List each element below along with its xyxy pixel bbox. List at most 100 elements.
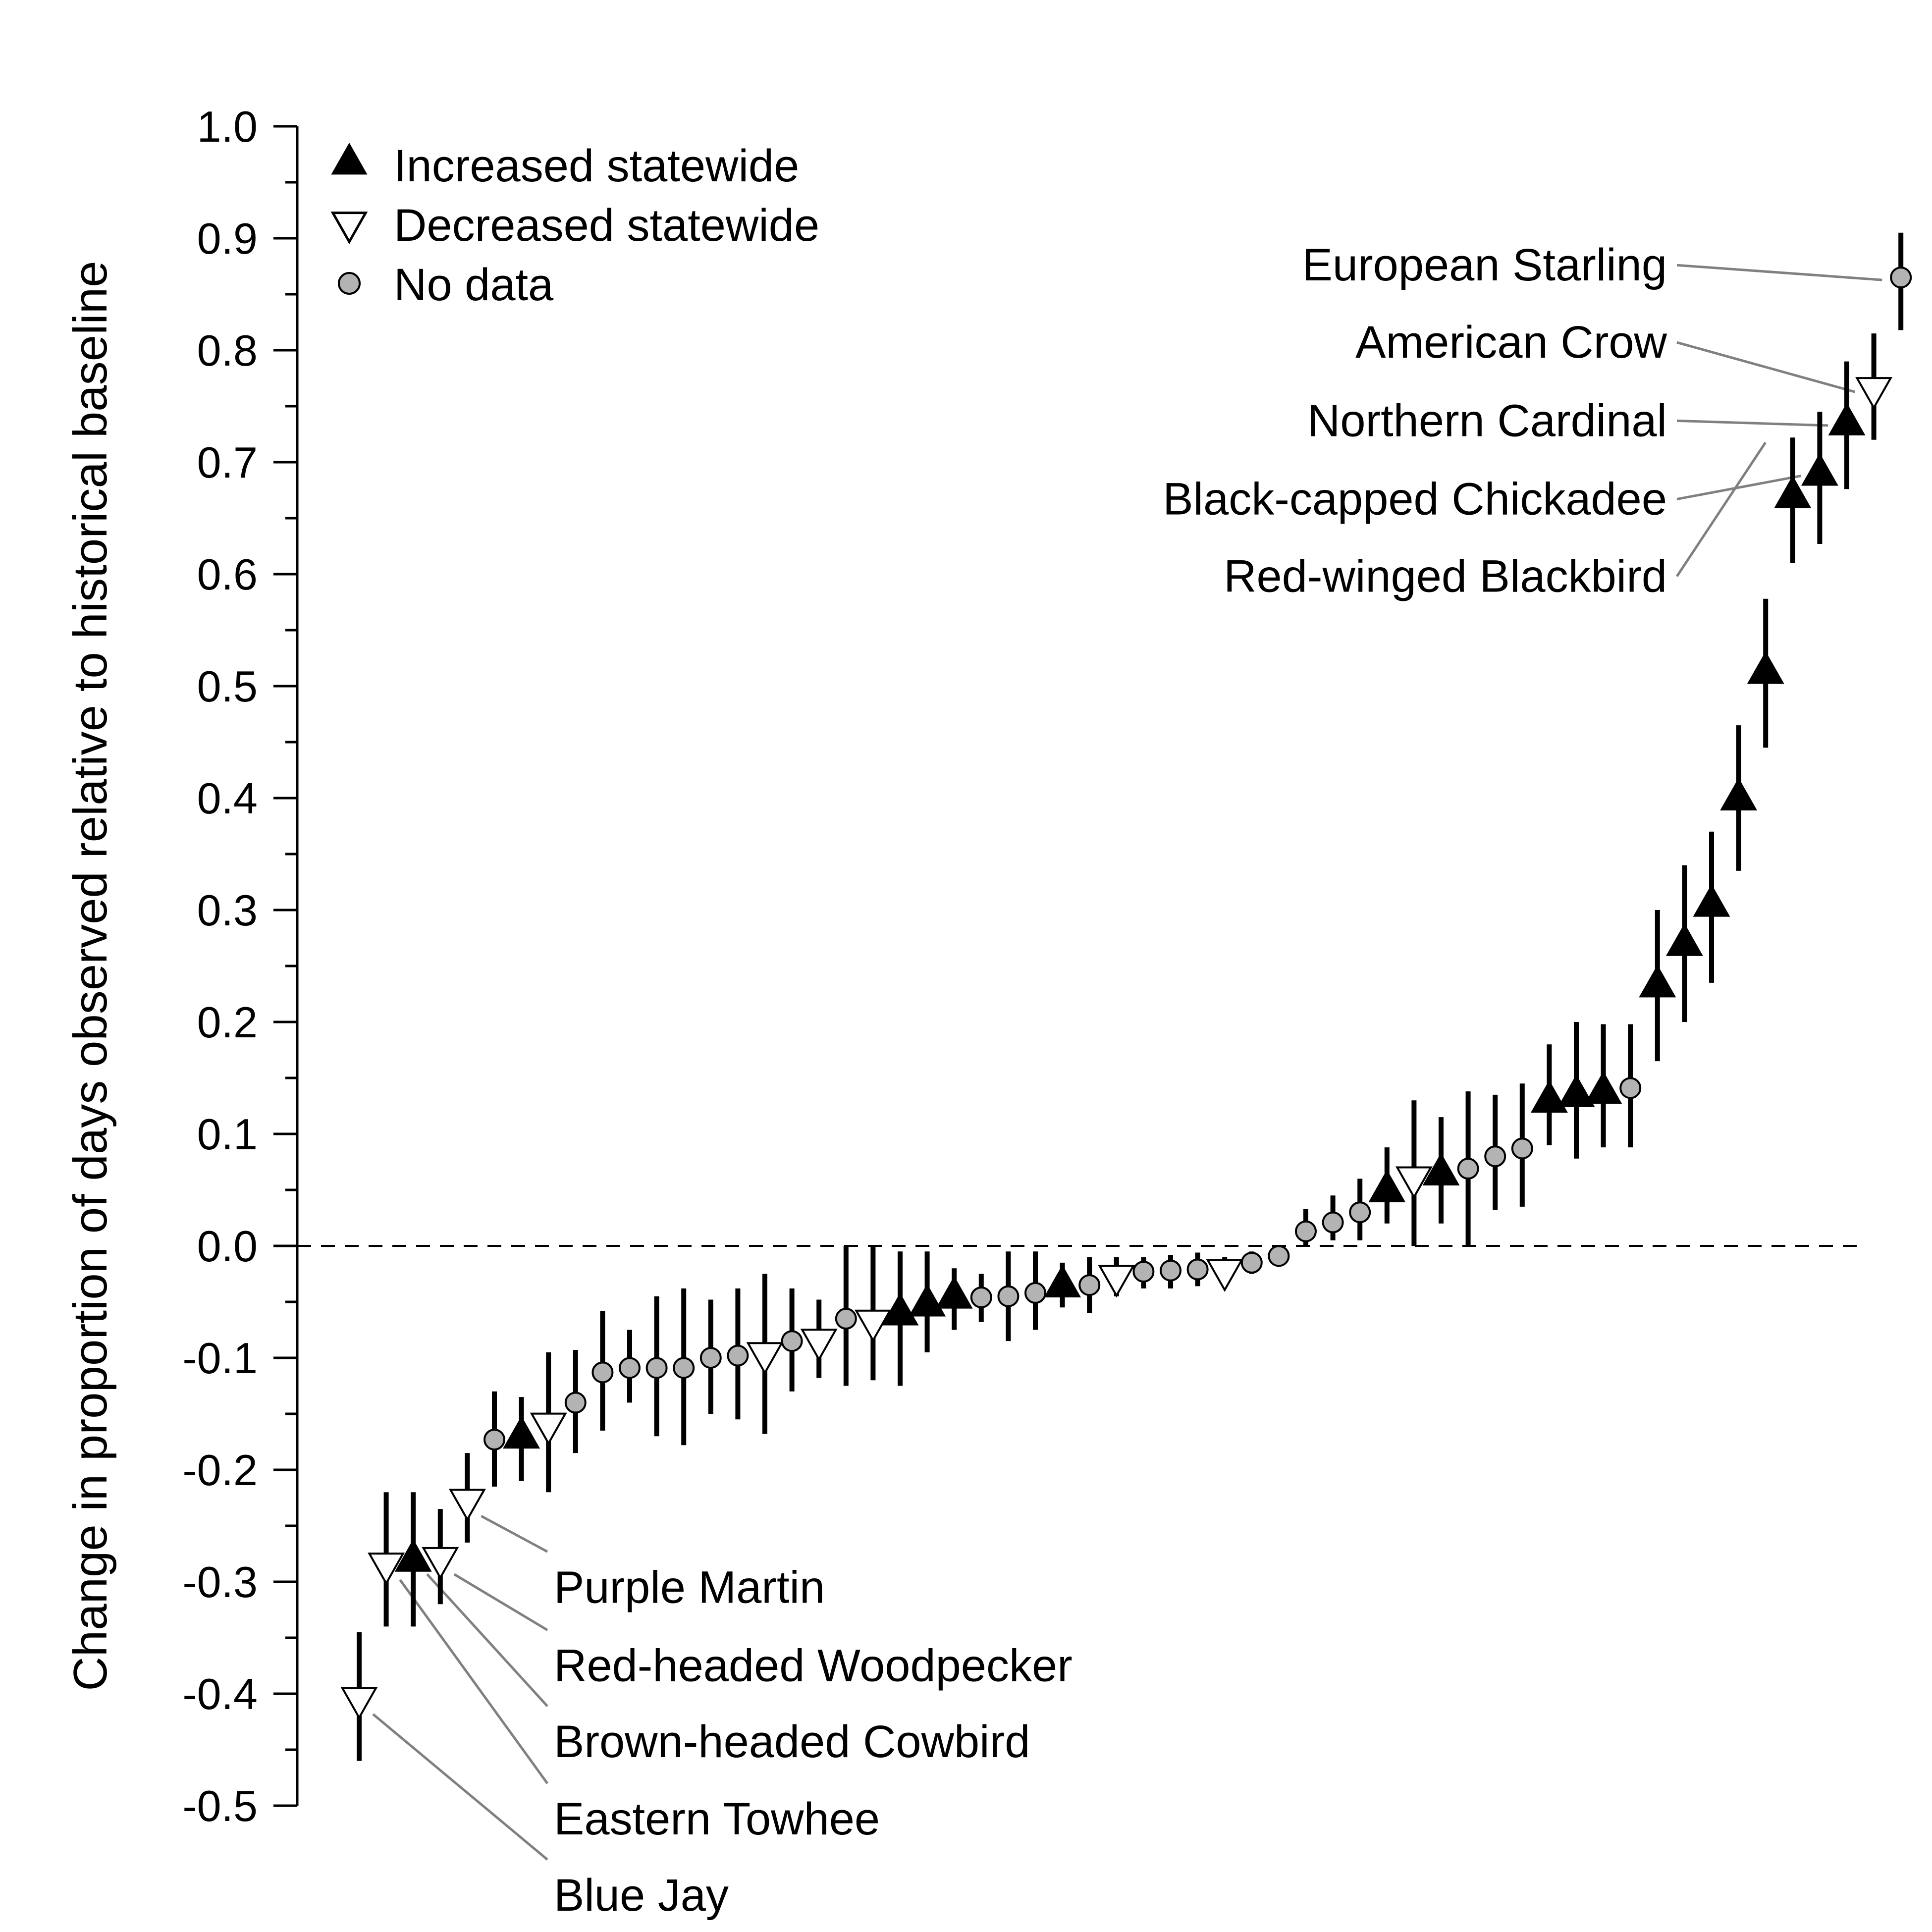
point-increased — [1747, 651, 1784, 684]
species-label: Blue Jay — [554, 1870, 729, 1921]
point-no-data — [1078, 1274, 1101, 1296]
y-tick-label: 0.2 — [197, 998, 258, 1047]
leader-line — [1676, 264, 1882, 281]
point-increased — [1693, 884, 1730, 917]
species-annotations: European Starling American Crow Northern C… — [554, 240, 1667, 1921]
y-tick-label: -0.5 — [182, 1781, 258, 1830]
point-decreased — [448, 1489, 486, 1522]
point-no-data — [1295, 1220, 1317, 1242]
leader-line — [1676, 419, 1828, 427]
legend-label-increased: Increased statewide — [394, 141, 799, 191]
leader-line — [1675, 441, 1767, 577]
point-increased — [909, 1284, 946, 1317]
y-tick-label: 0.0 — [197, 1222, 258, 1271]
legend-label-no-data: No data — [394, 260, 554, 310]
point-no-data — [1619, 1077, 1642, 1099]
y-tick-label: 0.3 — [197, 886, 258, 935]
legend-label-decreased: Decreased statewide — [394, 200, 819, 251]
y-tick-label: 0.9 — [197, 214, 258, 263]
point-decreased — [854, 1309, 892, 1342]
point-no-data — [1268, 1245, 1290, 1267]
point-increased — [881, 1292, 919, 1326]
leader-line — [426, 1573, 548, 1707]
leader-line — [399, 1579, 549, 1784]
y-tick-label: 0.7 — [197, 438, 258, 487]
point-increased — [1557, 1074, 1595, 1107]
point-increased — [394, 1539, 432, 1572]
species-label: Northern Cardinal — [1307, 395, 1667, 446]
leader-line — [453, 1573, 548, 1631]
annotation-leader-lines — [372, 264, 1882, 1861]
y-tick-label: 1.0 — [197, 102, 258, 151]
point-no-data — [564, 1392, 587, 1414]
y-tick-label: -0.1 — [182, 1334, 258, 1383]
point-increased — [1422, 1153, 1460, 1186]
legend-item-increased: Increased statewide — [331, 141, 799, 191]
y-tick-label: -0.3 — [182, 1557, 258, 1607]
point-no-data — [835, 1307, 857, 1330]
legend-item-no-data: No data — [338, 260, 554, 310]
legend-item-decreased: Decreased statewide — [330, 200, 819, 251]
point-no-data — [970, 1286, 992, 1308]
point-no-data — [1349, 1201, 1371, 1224]
point-increased — [1530, 1080, 1568, 1113]
y-tick-label: 0.4 — [197, 774, 258, 823]
point-increased — [1801, 453, 1838, 486]
species-label: Purple Martin — [554, 1562, 825, 1612]
point-decreased — [1855, 377, 1893, 410]
y-tick-label: 0.6 — [197, 550, 258, 599]
point-increased — [1044, 1265, 1081, 1298]
point-decreased — [1206, 1259, 1243, 1292]
legend-marker-increased — [331, 142, 368, 175]
y-tick-label: -0.2 — [182, 1446, 258, 1495]
point-no-data — [1511, 1137, 1533, 1160]
species-label: Black-capped Chickadee — [1163, 474, 1667, 525]
species-label: Brown-headed Cowbird — [554, 1717, 1030, 1767]
species-label: Eastern Towhee — [554, 1794, 880, 1844]
point-increased — [1774, 475, 1812, 508]
point-no-data — [645, 1357, 668, 1379]
leader-line — [372, 1713, 548, 1861]
legend-marker-decreased — [330, 212, 368, 245]
point-decreased — [422, 1547, 459, 1580]
point-increased — [1639, 965, 1676, 998]
point-no-data — [781, 1330, 803, 1352]
point-no-data — [483, 1428, 505, 1450]
point-decreased — [800, 1329, 838, 1362]
point-no-data — [1457, 1158, 1479, 1180]
y-tick-label: 0.8 — [197, 326, 258, 375]
point-no-data — [619, 1357, 641, 1379]
point-no-data — [1160, 1259, 1181, 1282]
point-increased — [1665, 923, 1703, 956]
point-decreased — [1098, 1265, 1135, 1298]
y-tick-label: 0.5 — [197, 662, 258, 711]
point-decreased — [340, 1687, 378, 1720]
y-axis-ticks: 1.0 0.9 0.8 0.7 0.6 0.5 0.4 0.3 0.2 0.1 0.0 -0.1 -0.… — [182, 102, 297, 1830]
species-label: Red-headed Woodpecker — [554, 1641, 1073, 1691]
point-markers — [340, 267, 1912, 1720]
point-increased — [1828, 402, 1866, 435]
y-tick-label: 0.1 — [197, 1110, 258, 1159]
point-no-data — [1024, 1282, 1046, 1304]
point-increased — [503, 1416, 540, 1449]
point-decreased — [1395, 1166, 1433, 1199]
point-increased — [1720, 777, 1758, 810]
point-decreased — [746, 1342, 784, 1375]
point-increased — [1585, 1071, 1622, 1104]
species-label: European Starling — [1302, 240, 1667, 290]
point-no-data — [1484, 1145, 1506, 1168]
point-increased — [935, 1276, 973, 1309]
point-no-data — [699, 1347, 722, 1369]
species-label: American Crow — [1355, 317, 1667, 368]
leader-line — [1676, 341, 1856, 393]
point-decreased — [368, 1553, 405, 1586]
species-label: Red-winged Blackbird — [1224, 551, 1667, 602]
legend-marker-no-data — [338, 272, 361, 295]
leader-line — [1676, 475, 1801, 501]
y-tick-label: -0.4 — [182, 1669, 258, 1718]
point-no-data — [591, 1361, 614, 1384]
point-no-data — [1186, 1258, 1209, 1281]
y-axis-title: Change in proportion of days observed re… — [64, 261, 117, 1691]
